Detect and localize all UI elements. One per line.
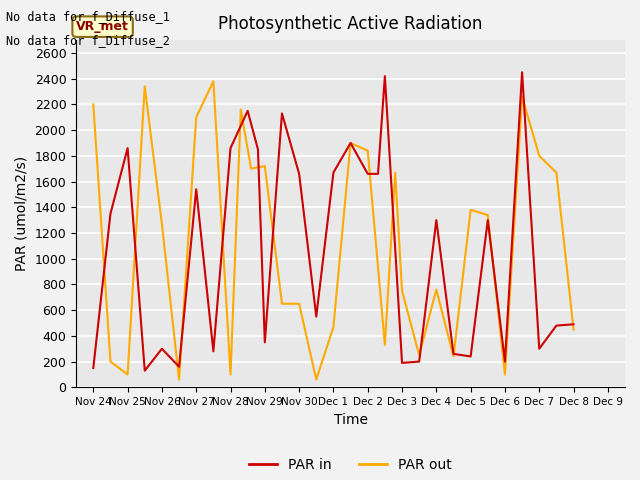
- Text: VR_met: VR_met: [76, 20, 129, 33]
- Legend: PAR in, PAR out: PAR in, PAR out: [244, 453, 458, 478]
- X-axis label: Time: Time: [333, 413, 367, 427]
- Text: No data for f_Diffuse_1: No data for f_Diffuse_1: [6, 10, 170, 23]
- Title: Photosynthetic Active Radiation: Photosynthetic Active Radiation: [218, 15, 483, 33]
- Y-axis label: PAR (umol/m2/s): PAR (umol/m2/s): [15, 156, 29, 271]
- Text: No data for f_Diffuse_2: No data for f_Diffuse_2: [6, 34, 170, 47]
